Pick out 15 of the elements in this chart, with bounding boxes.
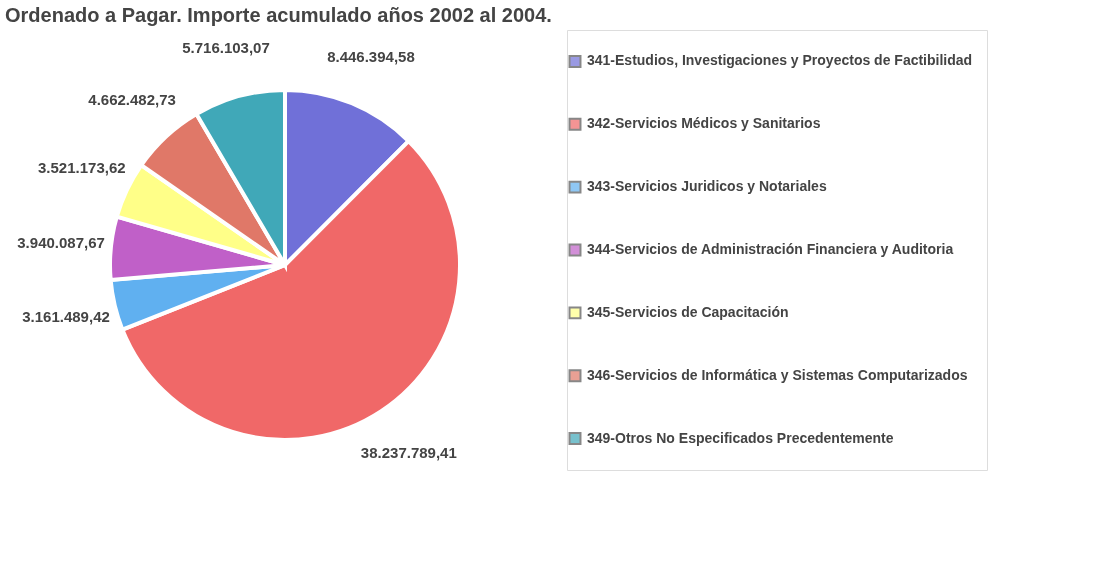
legend-label: 342-Servicios Médicos y Sanitarios (587, 115, 821, 132)
data-label: 8.446.394,58 (327, 48, 415, 66)
legend-label: 341-Estudios, Investigaciones y Proyectos de Factibilidad (587, 52, 973, 69)
legend-label: 345-Servicios de Capacitación (587, 303, 789, 320)
data-label: 5.716.103,07 (182, 38, 270, 56)
data-label: 3.521.173,62 (38, 159, 126, 177)
legend-label: 349-Otros No Especificados Precedentemente (587, 429, 894, 446)
legend-label: 346-Servicios de Informática y Sistemas Computarizados (587, 366, 968, 383)
legend-label: 344-Servicios de Administración Financiera y Auditoria (587, 241, 954, 257)
chart-title: Ordenado a Pagar. Importe acumulado años 2002 al 2004. (5, 3, 552, 26)
data-label: 4.662.482,73 (88, 90, 176, 108)
legend-label: 343-Servicios Juridicos y Notariales (587, 178, 827, 195)
data-label: 3.940.087,67 (17, 234, 105, 252)
data-label: 3.161.489,42 (22, 307, 110, 325)
data-label: 38.237.789,41 (360, 443, 457, 461)
